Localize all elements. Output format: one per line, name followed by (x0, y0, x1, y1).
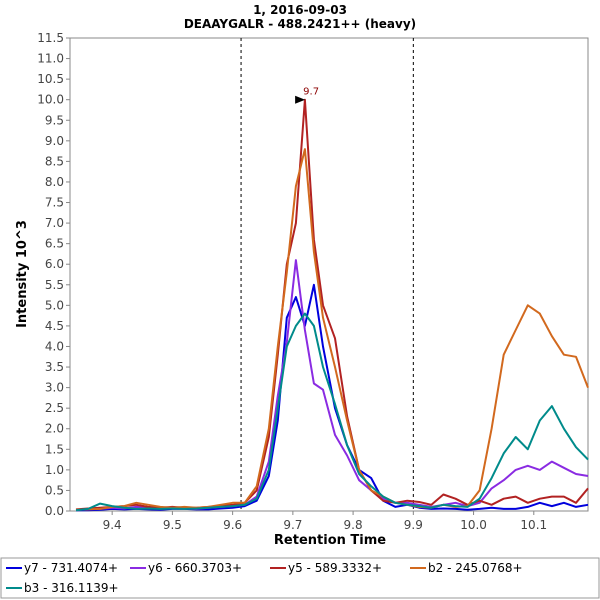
series-line-5 (75, 312, 589, 512)
y-tick-label: 5.0 (45, 298, 64, 312)
y-tick-label: 7.0 (45, 216, 64, 230)
x-tick-label: 9.8 (344, 518, 363, 532)
y-tick-label: 3.5 (45, 360, 64, 374)
plot-area (69, 37, 589, 512)
x-tick-label: 10.1 (520, 518, 547, 532)
x-tick-label: 9.9 (404, 518, 423, 532)
series-group (75, 98, 589, 512)
x-tick-label: 10.0 (460, 518, 487, 532)
y-tick-label: 9.5 (45, 113, 64, 127)
x-tick-label: 9.5 (163, 518, 182, 532)
series-line-4 (75, 148, 589, 511)
legend-label-4: b2 - 245.0768+ (428, 561, 523, 575)
y-axis-ticks: 0.0 0.5 1.0 1.5 2.0 2.5 3.0 3.5 4.0 4.5 5.0 5.5 6.0 6… (37, 31, 70, 518)
chart-subtitle: DEAAYGALR - 488.2421++ (heavy) (184, 17, 416, 31)
y-tick-label: 3.0 (45, 381, 64, 395)
legend: y7 - 731.4074+ y6 - 660.3703+ y5 - 589.333… (6, 561, 523, 595)
chart-title: 1, 2016-09-03 (253, 3, 347, 17)
peak-annotation: 9.7 (295, 87, 319, 104)
y-tick-label: 11.0 (37, 52, 64, 66)
integration-boundaries (240, 38, 414, 511)
x-axis-ticks: 9.4 9.5 9.6 9.7 9.8 9.9 10.0 10.1 (103, 511, 547, 532)
x-axis-title: Retention Time (274, 533, 386, 548)
y-tick-label: 0.5 (45, 483, 64, 497)
x-tick-label: 9.4 (103, 518, 122, 532)
y-tick-label: 10.0 (37, 93, 64, 107)
y-tick-label: 7.5 (45, 196, 64, 210)
y-tick-label: 1.0 (45, 463, 64, 477)
y-axis-title: Intensity 10^3 (15, 220, 30, 328)
y-tick-label: 10.5 (37, 72, 64, 86)
legend-label-2: y6 - 660.3703+ (148, 561, 242, 575)
legend-box (0, 557, 600, 599)
y-tick-label: 6.5 (45, 237, 64, 251)
y-tick-label: 2.5 (45, 401, 64, 415)
y-tick-label: 2.0 (45, 422, 64, 436)
y-tick-label: 4.0 (45, 339, 64, 353)
y-tick-label: 1.5 (45, 442, 64, 456)
y-tick-label: 0.0 (45, 504, 64, 518)
y-tick-label: 8.5 (45, 154, 64, 168)
x-tick-label: 9.7 (283, 518, 302, 532)
peak-marker-icon (295, 95, 306, 104)
y-tick-label: 5.5 (45, 278, 64, 292)
y-tick-label: 11.5 (37, 31, 64, 45)
x-tick-label: 9.6 (223, 518, 242, 532)
y-tick-label: 4.5 (45, 319, 64, 333)
legend-label-1: y7 - 731.4074+ (24, 561, 118, 575)
legend-label-3: y5 - 589.3332+ (288, 561, 382, 575)
y-tick-label: 9.0 (45, 134, 64, 148)
peak-label: 9.7 (303, 87, 319, 98)
y-tick-label: 8.0 (45, 175, 64, 189)
legend-label-5: b3 - 316.1139+ (24, 581, 119, 595)
y-tick-label: 6.0 (45, 257, 64, 271)
